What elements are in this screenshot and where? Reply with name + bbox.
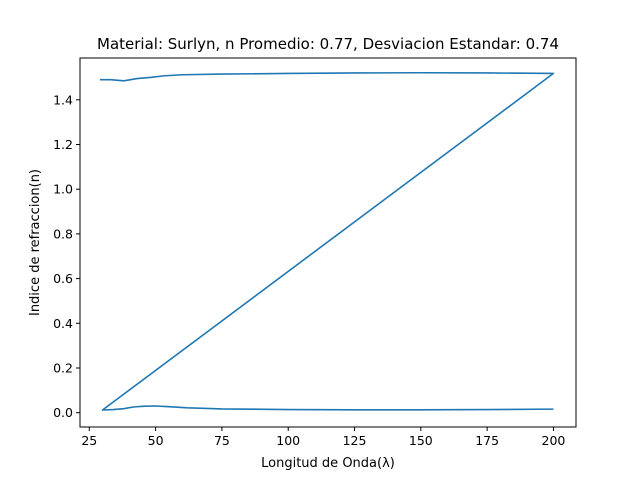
y-tick-label: 1.4 — [53, 92, 73, 107]
x-tick-label: 125 — [343, 433, 367, 448]
y-tick-label: 0.2 — [53, 360, 73, 375]
x-tick-label: 50 — [148, 433, 164, 448]
x-tick-label: 175 — [475, 433, 499, 448]
y-tick-label: 1.2 — [53, 137, 73, 152]
chart-title: Material: Surlyn, n Promedio: 0.77, Desv… — [97, 35, 559, 53]
y-tick-label: 0.4 — [53, 316, 73, 331]
axes-frame — [79, 57, 577, 428]
x-tick-label: 75 — [214, 433, 230, 448]
y-tick-label: 0.0 — [53, 405, 73, 420]
x-axis-label: Longitud de Onda(λ) — [261, 456, 395, 471]
plot-area — [99, 71, 555, 411]
y-tick-label: 0.6 — [53, 271, 73, 286]
x-axis: 25 50 75 100 125 150 175 200 — [81, 427, 565, 448]
y-tick-label: 0.8 — [53, 226, 73, 241]
x-tick-label: 100 — [276, 433, 300, 448]
y-axis: 0.0 0.2 0.4 0.6 0.8 1.0 1.2 1.4 — [53, 92, 80, 420]
y-axis-label: Indice de refraccion(n) — [28, 169, 43, 316]
x-tick-label: 200 — [542, 433, 566, 448]
x-tick-label: 25 — [81, 433, 97, 448]
y-tick-label: 1.0 — [53, 182, 73, 197]
series-line-0 — [99, 71, 555, 411]
x-tick-label: 150 — [409, 433, 433, 448]
